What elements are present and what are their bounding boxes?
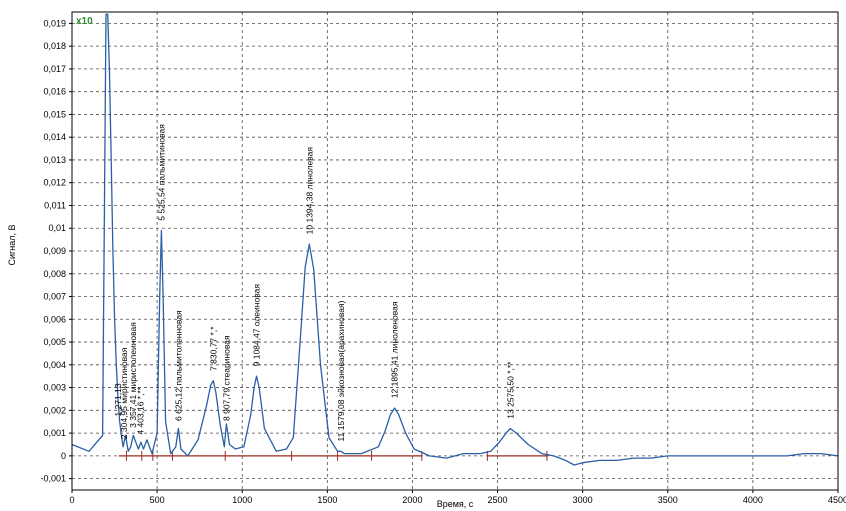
y-tick-label: -0,001 <box>40 474 66 484</box>
y-tick-label: 0,016 <box>43 87 66 97</box>
y-tick-label: 0,019 <box>43 18 66 28</box>
y-tick-label: 0,002 <box>43 405 66 415</box>
peak-label: 11 1579,08 эйкозновая(арахиновая) <box>336 300 346 441</box>
peak-label: 9 1084,47 олеиновая <box>252 284 262 367</box>
peak-label: 8 907,79 стеариновая <box>222 335 232 421</box>
x-axis-title: Время, с <box>437 499 474 509</box>
y-tick-label: 0,017 <box>43 64 66 74</box>
x-tick-label: 1500 <box>317 495 337 505</box>
peak-label: 7 830,77 *,* <box>208 326 218 371</box>
y-tick-label: 0,003 <box>43 383 66 393</box>
x-tick-label: 1000 <box>232 495 252 505</box>
y-tick-label: 0,004 <box>43 360 66 370</box>
x-tick-label: 4500 <box>828 495 846 505</box>
x-tick-label: 500 <box>150 495 165 505</box>
peak-label: 12 1895,41 линоленовая <box>390 301 400 398</box>
peak-label: 3 357,41 миристолеиновая <box>128 322 138 428</box>
y-tick-label: 0,008 <box>43 269 66 279</box>
x-tick-label: 0 <box>69 495 74 505</box>
peak-label: 4 403,16 *,** <box>136 386 146 434</box>
grid <box>72 12 838 490</box>
y-tick-label: 0,001 <box>43 428 66 438</box>
scale-badge: x10 <box>76 16 93 27</box>
axes: -0,001 0 0,001 0,002 0,003 0,004 0,005 0,006 0,0… <box>40 11 846 505</box>
x-tick-label: 2500 <box>488 495 508 505</box>
y-tick-label: 0,01 <box>48 223 66 233</box>
peak-label: 10 1394,38 линолевая <box>304 147 314 235</box>
peak-label: 5 525,54 пальмитиновая <box>156 124 166 221</box>
x-tick-label: 3500 <box>658 495 678 505</box>
series-group <box>71 13 839 466</box>
x-tick-label: 3000 <box>573 495 593 505</box>
signal-line <box>71 13 839 466</box>
y-tick-label: 0,012 <box>43 178 66 188</box>
y-tick-label: 0,015 <box>43 109 66 119</box>
y-tick-label: 0,006 <box>43 314 66 324</box>
peak-label: 1 271,13 <box>113 383 123 416</box>
y-tick-label: 0,018 <box>43 41 66 51</box>
peak-label: 13 2575,50 *,** <box>505 361 515 419</box>
y-tick-label: 0,009 <box>43 246 66 256</box>
y-tick-label: 0,013 <box>43 155 66 165</box>
peak-label: 6 625,12 пальмитоленновая <box>173 310 183 421</box>
y-tick-label: 0,011 <box>44 200 66 210</box>
peak-label: 2 304,95 миристиновая <box>119 347 129 439</box>
x-tick-label: 4000 <box>743 495 763 505</box>
y-tick-label: 0 <box>61 451 66 461</box>
y-axis-title: Сигнал, В <box>7 224 17 265</box>
x-tick-label: 2000 <box>402 495 422 505</box>
y-tick-label: 0,014 <box>43 132 66 142</box>
y-tick-label: 0,007 <box>43 292 66 302</box>
y-tick-label: 0,005 <box>43 337 66 347</box>
